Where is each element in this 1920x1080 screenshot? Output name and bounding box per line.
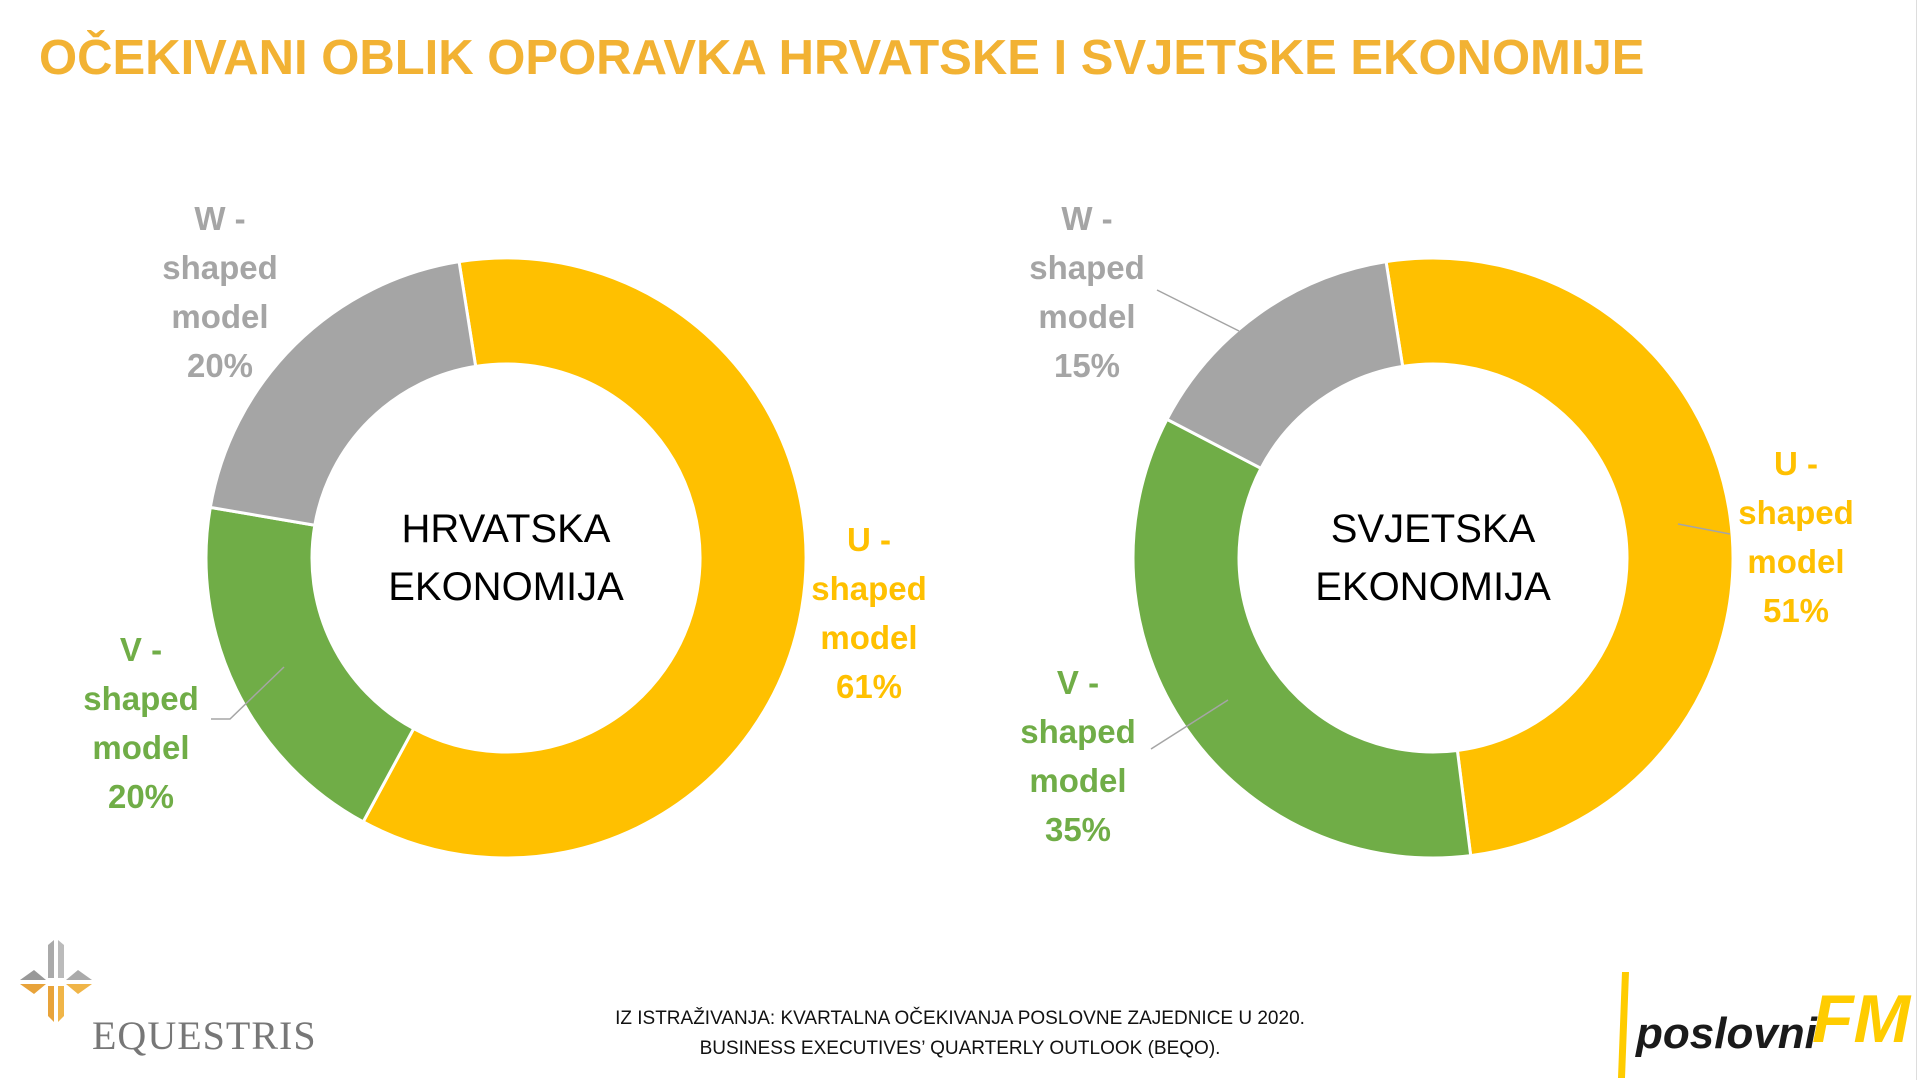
data-label-text: model xyxy=(820,619,918,656)
slide-edge xyxy=(1916,0,1917,1080)
data-label-value: 20% xyxy=(186,347,254,384)
data-label-text: U - xyxy=(846,521,891,558)
data-label-text: shaped xyxy=(83,680,199,717)
donut-1-slice-w-shaped xyxy=(208,259,478,528)
data-label-value: 15% xyxy=(1053,347,1121,384)
logo-poslovni-text: poslovni xyxy=(1635,1009,1818,1058)
data-label-text: shaped xyxy=(1029,249,1145,286)
donut-2-data-label-u-shaped: U - shaped model 51% xyxy=(1738,439,1854,635)
donut-1-data-label-u-shaped: U - shaped model 61% xyxy=(811,515,927,711)
donut-2-data-label-w-shaped: W - shaped model 15% xyxy=(1029,194,1145,390)
donut-1-slice-u-shaped xyxy=(361,256,808,860)
data-label-text: model xyxy=(171,298,269,335)
donut-2-leader-line-w xyxy=(1156,289,1240,332)
data-label-text: U - xyxy=(1773,445,1818,482)
data-label-text: W - xyxy=(194,200,246,237)
center-title-line: EKONOMIJA xyxy=(388,565,624,609)
equestris-logo-text: EQUESTRIS xyxy=(92,1013,317,1058)
footer-source: IZ ISTRAŽIVANJA: KVARTALNA OČEKIVANJA PO… xyxy=(615,1004,1305,1064)
data-label-value: 20% xyxy=(107,778,175,815)
center-title-line: SVJETSKA xyxy=(1330,507,1536,551)
data-label-value: 61% xyxy=(835,668,903,705)
donut-1-center-title: HRVATSKA EKONOMIJA xyxy=(388,500,624,616)
data-label-text: model xyxy=(92,729,190,766)
data-label-text: V - xyxy=(1056,664,1100,701)
donut-2-leader-line-v xyxy=(1150,699,1229,750)
data-label-value: 51% xyxy=(1762,592,1830,629)
logo-fm-text: FM xyxy=(1812,981,1912,1057)
donut-2-leader-line-u xyxy=(1677,523,1731,535)
data-label-text: shaped xyxy=(162,249,278,286)
donut-1-slice-v-shaped xyxy=(204,505,416,824)
footer-line-1: IZ ISTRAŽIVANJA: KVARTALNA OČEKIVANJA PO… xyxy=(615,1008,1305,1029)
data-label-text: shaped xyxy=(1020,713,1136,750)
data-label-text: W - xyxy=(1061,200,1113,237)
donut-1-leader-line-v xyxy=(211,666,285,720)
donut-1-data-label-v-shaped: V - shaped model 20% xyxy=(83,625,199,821)
equestris-logo-icon xyxy=(20,940,92,1022)
donut-2-slice-w-shaped xyxy=(1164,259,1405,471)
donut-1-data-label-w-shaped: W - shaped model 20% xyxy=(162,194,278,390)
poslovni-fm-logo: poslovni FM xyxy=(1618,972,1912,1078)
data-label-text: V - xyxy=(119,631,163,668)
donut-2-data-label-v-shaped: V - shaped model 35% xyxy=(1020,658,1136,854)
page-title: OČEKIVANI OBLIK OPORAVKA HRVATSKE I SVJE… xyxy=(39,31,1645,85)
donut-2-slice-u-shaped xyxy=(1384,256,1735,858)
footer-line-2: BUSINESS EXECUTIVES’ QUARTERLY OUTLOOK (… xyxy=(699,1038,1221,1059)
center-title-line: EKONOMIJA xyxy=(1315,565,1551,609)
data-label-text: model xyxy=(1029,762,1127,799)
data-label-text: model xyxy=(1038,298,1136,335)
donut-2-center-title: SVJETSKA EKONOMIJA xyxy=(1315,500,1551,616)
data-label-text: shaped xyxy=(1738,494,1854,531)
data-label-value: 35% xyxy=(1044,811,1112,848)
data-label-text: shaped xyxy=(811,570,927,607)
data-label-text: model xyxy=(1747,543,1845,580)
donut-2-slice-v-shaped xyxy=(1131,417,1473,860)
center-title-line: HRVATSKA xyxy=(401,507,611,551)
